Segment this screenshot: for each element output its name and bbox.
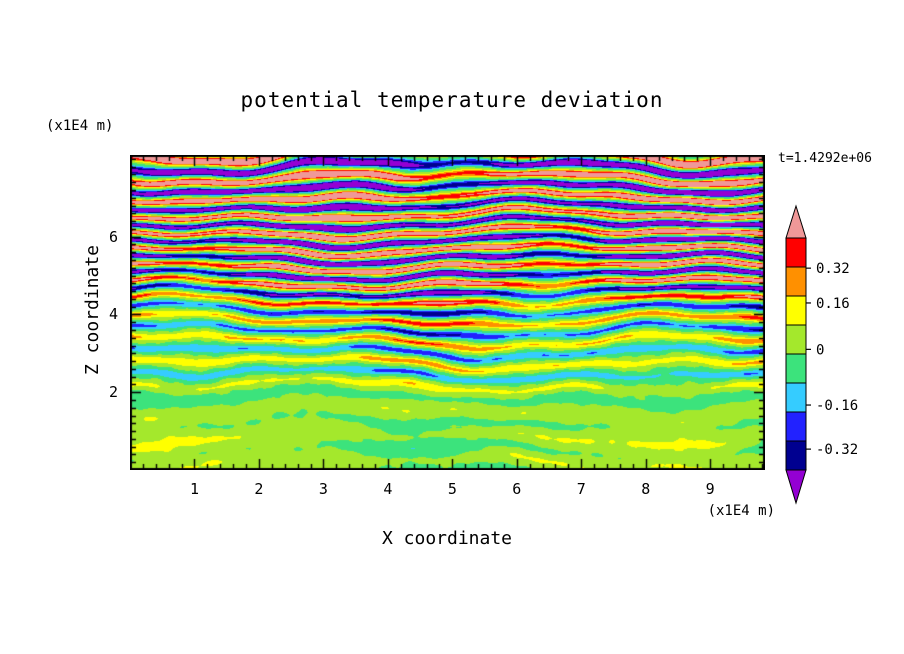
x-tick-label: 6 bbox=[512, 480, 522, 498]
x-axis-label: X coordinate bbox=[381, 528, 513, 549]
colorbar-segment bbox=[785, 237, 807, 268]
chart-title: potential temperature deviation bbox=[240, 88, 664, 112]
colorbar-segment bbox=[785, 295, 807, 326]
x-axis-unit-label: (x1E4 m) bbox=[707, 503, 775, 519]
x-tick-label: 7 bbox=[576, 480, 586, 498]
colorbar-segment bbox=[785, 440, 807, 471]
z-axis-unit-label: (x1E4 m) bbox=[46, 118, 114, 134]
x-tick-label: 4 bbox=[383, 480, 393, 498]
x-tick-label: 1 bbox=[189, 480, 199, 498]
colorbar-label: 0.16 bbox=[816, 296, 850, 312]
z-tick-label: 4 bbox=[108, 305, 118, 324]
colorbar-label: -0.16 bbox=[816, 398, 858, 414]
contour-plot-canvas bbox=[130, 155, 765, 470]
colorbar-arrow-bottom bbox=[785, 469, 807, 505]
colorbar-segment bbox=[785, 353, 807, 384]
x-tick-label: 3 bbox=[318, 480, 328, 498]
time-annotation: t=1.4292e+06 bbox=[778, 151, 872, 166]
colorbar: 0.32 0.16 0 -0.16 -0.32 bbox=[785, 204, 858, 505]
colorbar-segment bbox=[785, 382, 807, 413]
colorbar-arrow-top bbox=[785, 204, 807, 239]
colorbar-label: 0.32 bbox=[816, 261, 850, 277]
z-tick-label: 6 bbox=[108, 227, 118, 246]
x-tick-label: 2 bbox=[254, 480, 264, 498]
x-tick-label: 9 bbox=[705, 480, 715, 498]
colorbar-segment bbox=[785, 266, 807, 297]
x-tick-label: 5 bbox=[447, 480, 457, 498]
colorbar-label: -0.32 bbox=[816, 442, 858, 458]
z-tick-label: 2 bbox=[108, 383, 118, 402]
x-tick-label: 8 bbox=[641, 480, 651, 498]
colorbar-segment bbox=[785, 411, 807, 442]
colorbar-segment bbox=[785, 324, 807, 355]
colorbar-label: 0 bbox=[816, 342, 824, 358]
